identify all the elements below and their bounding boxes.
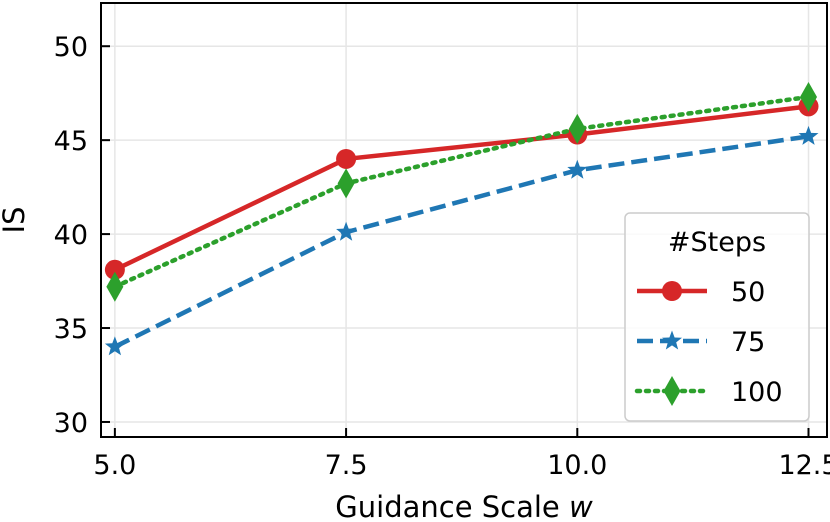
legend-items: 50 75 100 — [634, 277, 783, 408]
series-layer — [104, 81, 819, 356]
y-tick-label: 45 — [54, 126, 88, 157]
data-point — [567, 159, 588, 179]
series-line — [112, 94, 811, 289]
y-tick-label: 30 — [54, 408, 88, 439]
data-point — [104, 336, 125, 356]
legend-label: 75 — [731, 327, 765, 358]
legend-marker — [663, 376, 681, 406]
legend-item-50: 50 — [637, 277, 765, 308]
x-axis-label: Guidance Scale w — [335, 490, 593, 522]
y-axis-label: IS — [0, 207, 31, 234]
data-point — [800, 81, 818, 112]
data-point — [336, 148, 357, 169]
legend-item-100: 100 — [634, 376, 783, 408]
y-tick-label: 50 — [54, 32, 88, 63]
series-75 — [104, 125, 819, 356]
legend: #Steps 50 75 100 — [624, 212, 810, 422]
data-point — [106, 271, 124, 302]
data-point — [798, 125, 819, 145]
x-tick-label: 10.0 — [547, 450, 607, 481]
legend-box — [624, 212, 810, 422]
legend-marker — [662, 330, 682, 350]
legend-label: 100 — [731, 377, 783, 408]
data-point — [104, 259, 125, 280]
x-tick-label: 7.5 — [325, 450, 368, 481]
y-tick-label: 40 — [54, 220, 88, 251]
legend-title: #Steps — [668, 227, 766, 258]
series-line — [113, 104, 809, 272]
grid — [101, 3, 827, 437]
data-point — [568, 113, 586, 144]
x-axis-label-variable: w — [569, 490, 593, 522]
series-line — [113, 134, 809, 349]
legend-marker — [662, 281, 682, 301]
legend-item-75: 75 — [637, 327, 765, 358]
x-tick-label: 5.0 — [93, 450, 136, 481]
series-100 — [106, 81, 818, 302]
data-point — [336, 221, 357, 241]
axis-ticks: 5.0 7.5 10.0 12.5 30 35 40 45 50 — [54, 32, 830, 481]
x-tick-label: 12.5 — [778, 450, 830, 481]
y-tick-label: 35 — [54, 314, 88, 345]
x-axis-label-text: Guidance Scale — [335, 490, 560, 522]
plot-frame — [100, 2, 828, 438]
legend-label: 50 — [731, 277, 765, 308]
data-point — [337, 168, 355, 199]
